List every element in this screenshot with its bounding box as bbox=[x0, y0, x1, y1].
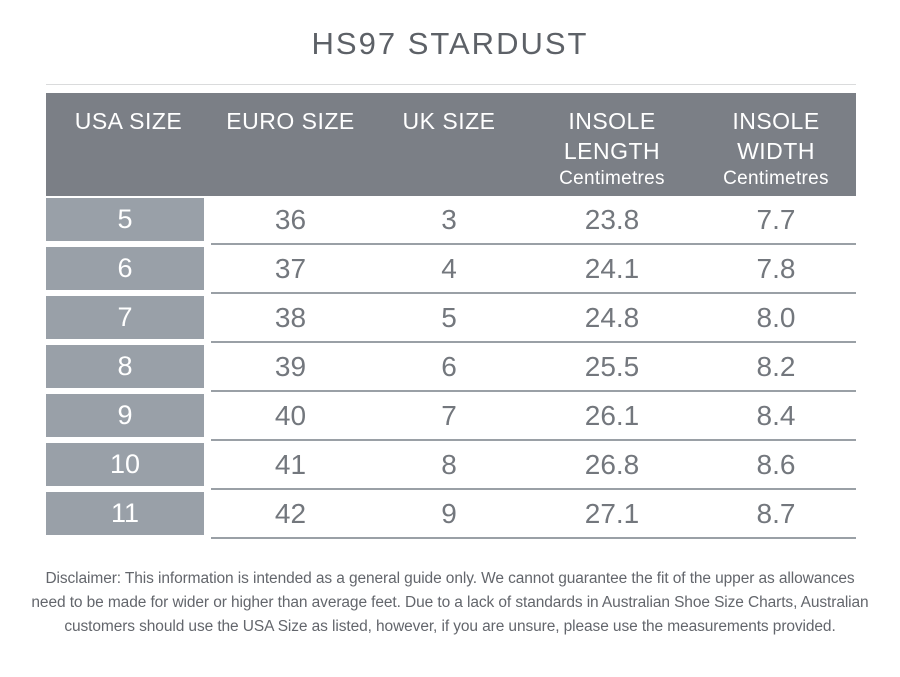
size-value-cell: 9 bbox=[441, 498, 457, 529]
size-value-cell: 8.7 bbox=[756, 498, 796, 529]
size-value-cell: 37 bbox=[274, 253, 307, 284]
table-body: 5 36 3 23.8 7.7 6 37 4 24.1 7.8 7 38 5 24.8 8.0 8 39 6 25.… bbox=[46, 198, 856, 539]
size-value-cell: 8.0 bbox=[756, 302, 796, 333]
size-value-cell: 7.7 bbox=[756, 204, 796, 235]
table-row: 9 40 7 26.1 8.4 bbox=[46, 394, 856, 441]
size-value-cell: 24.8 bbox=[584, 302, 640, 333]
usa-size-cell: 5 bbox=[46, 198, 204, 241]
size-value-cell: 6 bbox=[441, 351, 457, 382]
column-header-label: EURO SIZE bbox=[226, 108, 355, 134]
page-title: HS97 STARDUST bbox=[311, 26, 589, 61]
size-value-cell: 40 bbox=[274, 400, 307, 431]
usa-size-cell: 7 bbox=[46, 296, 204, 339]
size-value-cell: 8.6 bbox=[756, 449, 796, 480]
usa-size-cell: 10 bbox=[46, 443, 204, 486]
size-value-cell: 27.1 bbox=[584, 498, 640, 529]
usa-size-cell: 9 bbox=[46, 394, 204, 437]
size-value-cell: 25.5 bbox=[584, 351, 640, 382]
column-header-usa-size: USA SIZE bbox=[46, 93, 211, 196]
table-row: 8 39 6 25.5 8.2 bbox=[46, 345, 856, 392]
size-value-cell: 8 bbox=[441, 449, 457, 480]
size-value-cell: 41 bbox=[274, 449, 307, 480]
size-value-cell: 8.4 bbox=[756, 400, 796, 431]
table-row: 7 38 5 24.8 8.0 bbox=[46, 296, 856, 343]
table-row: 6 37 4 24.1 7.8 bbox=[46, 247, 856, 294]
size-value-cell: 7 bbox=[441, 400, 457, 431]
size-value-cell: 24.1 bbox=[584, 253, 640, 284]
usa-size-cell: 8 bbox=[46, 345, 204, 388]
size-value-cell: 36 bbox=[274, 204, 307, 235]
table-row: 11 42 9 27.1 8.7 bbox=[46, 492, 856, 539]
size-value-cell: 8.2 bbox=[756, 351, 796, 382]
size-value-cell: 23.8 bbox=[584, 204, 640, 235]
column-header-label: INSOLE WIDTH bbox=[732, 108, 820, 164]
size-value-cell: 5 bbox=[441, 302, 457, 333]
column-header-sublabel: Centimetres bbox=[723, 168, 829, 189]
disclaimer-text: Disclaimer: This information is intended… bbox=[31, 570, 869, 635]
size-value-cell: 3 bbox=[441, 204, 457, 235]
column-header-insole-length: INSOLE LENGTH Centimetres bbox=[528, 93, 696, 196]
column-header-label: UK SIZE bbox=[402, 108, 496, 134]
table-header-row: USA SIZE EURO SIZE UK SIZE INSOLE LENGTH Cen… bbox=[46, 93, 856, 196]
column-header-label: USA SIZE bbox=[74, 108, 183, 134]
column-header-euro-size: EURO SIZE bbox=[211, 93, 370, 196]
size-chart-table: USA SIZE EURO SIZE UK SIZE INSOLE LENGTH Cen… bbox=[46, 84, 856, 541]
size-value-cell: 26.8 bbox=[584, 449, 640, 480]
table-row: 5 36 3 23.8 7.7 bbox=[46, 198, 856, 245]
size-value-cell: 26.1 bbox=[584, 400, 640, 431]
column-header-label: INSOLE LENGTH bbox=[563, 108, 661, 164]
size-value-cell: 4 bbox=[441, 253, 457, 284]
usa-size-cell: 6 bbox=[46, 247, 204, 290]
size-value-cell: 42 bbox=[274, 498, 307, 529]
column-header-uk-size: UK SIZE bbox=[370, 93, 528, 196]
size-value-cell: 7.8 bbox=[756, 253, 796, 284]
table-row: 10 41 8 26.8 8.6 bbox=[46, 443, 856, 490]
usa-size-cell: 11 bbox=[46, 492, 204, 535]
size-value-cell: 38 bbox=[274, 302, 307, 333]
size-value-cell: 39 bbox=[274, 351, 307, 382]
table-top-border bbox=[46, 84, 856, 85]
column-header-sublabel: Centimetres bbox=[559, 168, 665, 189]
column-header-insole-width: INSOLE WIDTH Centimetres bbox=[696, 93, 856, 196]
